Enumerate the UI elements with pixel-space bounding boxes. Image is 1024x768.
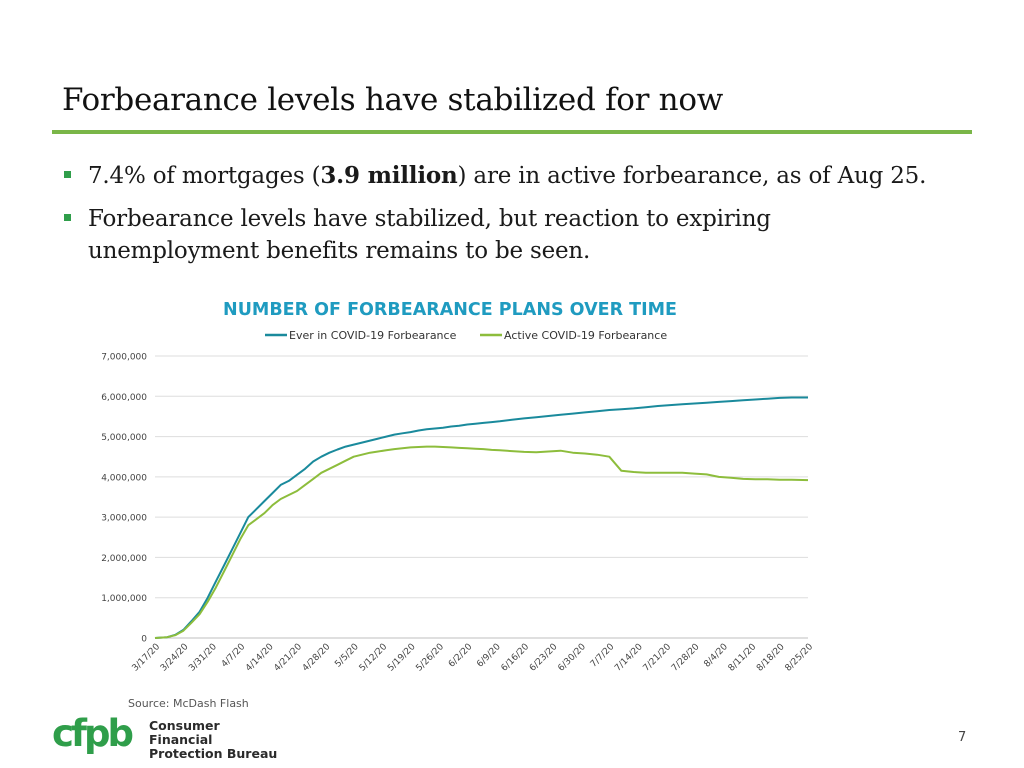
forbearance-chart: NUMBER OF FORBEARANCE PLANS OVER TIME Ev… [90,290,830,720]
y-tick-label: 3,000,000 [101,514,147,524]
y-tick-label: 2,000,000 [101,554,147,564]
x-tick-label: 5/19/20 [386,642,418,674]
x-tick-label: 4/14/20 [244,642,276,674]
title-divider [52,130,972,134]
x-tick-label: 5/5/20 [333,642,361,670]
series-line [154,396,808,639]
x-tick-label: 7/14/20 [613,642,645,674]
y-axis: 0 1,000,000 2,000,000 3,000,000 4,000,000 5,0… [101,353,147,645]
x-tick-label: 4/21/20 [272,642,304,674]
slide-title: Forbearance levels have stabilized for n… [62,82,723,118]
bullet-item: 7.4% of mortgages (3.9 million) are in a… [62,160,982,192]
chart-canvas: NUMBER OF FORBEARANCE PLANS OVER TIME Ev… [101,300,816,710]
bullet-square-icon [64,214,71,221]
bullet-line-2: unemployment benefits remains to be seen… [88,238,591,264]
bullet-list: 7.4% of mortgages (3.9 million) are in a… [62,160,982,278]
x-axis: 3/17/203/24/203/31/20 4/7/204/14/204/21/2… [131,642,816,674]
x-tick-label: 6/9/20 [475,642,503,670]
x-tick-label: 8/25/20 [784,642,816,674]
bullet-square-icon [64,171,71,178]
x-tick-label: 8/11/20 [727,642,759,674]
x-tick-label: 6/23/20 [528,642,560,674]
chart-title: NUMBER OF FORBEARANCE PLANS OVER TIME [223,300,677,320]
x-tick-label: 7/28/20 [670,642,702,674]
bullet-line-1: Forbearance levels have stabilized, but … [88,206,771,232]
x-tick-label: 5/12/20 [358,642,390,674]
logo-line-2: Protection Bureau [149,746,278,761]
cfpb-logo: cfpb Consumer Financial Protection Burea… [52,712,282,761]
bullet-item: Forbearance levels have stabilized, but … [62,203,982,267]
bullet-text-before: 7.4% of mortgages ( [88,163,321,189]
x-tick-label: 6/30/20 [556,642,588,674]
y-tick-label: 4,000,000 [101,473,147,483]
x-tick-label: 3/17/20 [131,642,163,674]
logo-text: Consumer Financial Protection Bureau [149,719,282,761]
legend-label: Ever in COVID-19 Forbearance [289,329,457,342]
bullet-text-after: ) are in active forbearance, as of Aug 2… [457,163,927,189]
y-tick-label: 1,000,000 [101,594,147,604]
y-tick-label: 6,000,000 [101,393,147,403]
x-tick-label: 8/4/20 [702,642,730,670]
y-tick-label: 0 [141,635,147,645]
logo-mark: cfpb [52,712,134,755]
x-tick-label: 7/21/20 [642,642,674,674]
y-tick-label: 7,000,000 [101,353,147,363]
chart-legend: Ever in COVID-19 Forbearance Active COVID… [265,329,667,342]
x-tick-label: 6/2/20 [447,642,475,670]
bullet-bold-value: 3.9 million [320,162,458,189]
page-number: 7 [958,730,967,745]
chart-source: Source: McDash Flash [128,697,249,710]
x-tick-label: 4/28/20 [301,642,333,674]
legend-label: Active COVID-19 Forbearance [504,329,667,342]
x-tick-label: 7/7/20 [589,642,617,670]
x-tick-label: 4/7/20 [220,642,248,670]
series-line [154,445,809,639]
chart-series [154,396,809,639]
y-tick-label: 5,000,000 [101,433,147,443]
x-tick-label: 3/31/20 [187,642,219,674]
logo-line-1: Consumer Financial [149,718,220,747]
x-tick-label: 6/16/20 [500,642,532,674]
x-tick-label: 8/18/20 [755,642,787,674]
x-tick-label: 3/24/20 [159,642,191,674]
x-tick-label: 5/26/20 [414,642,446,674]
chart-grid [155,355,808,639]
